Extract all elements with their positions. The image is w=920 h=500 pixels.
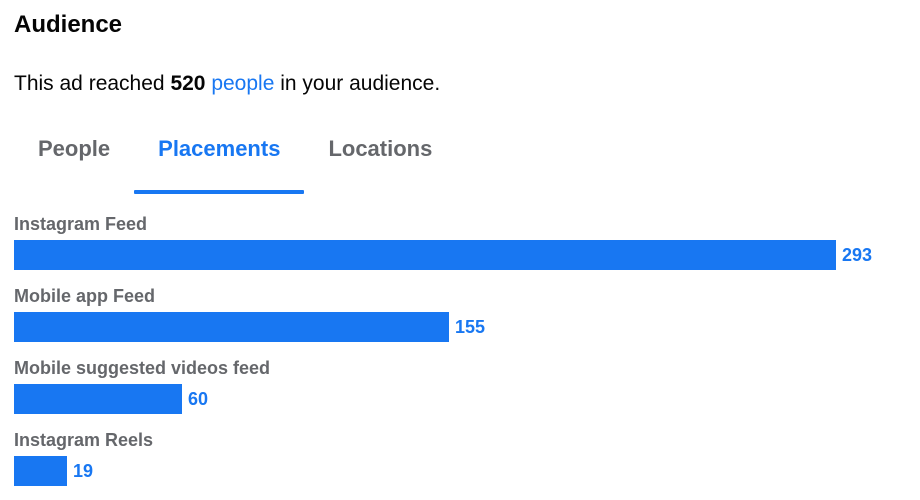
placement-row: Instagram Feed 293 — [14, 212, 904, 284]
placement-row: Instagram Reels 19 — [14, 428, 904, 500]
summary-suffix: in your audience. — [280, 72, 441, 95]
tab-label: Placements — [158, 136, 281, 161]
tab-placements[interactable]: Placements — [134, 122, 305, 196]
placement-value: 19 — [73, 460, 94, 481]
placement-bar — [14, 312, 449, 342]
placement-value: 60 — [188, 388, 209, 409]
placement-bar — [14, 384, 182, 414]
placement-label: Mobile suggested videos feed — [14, 358, 271, 378]
placement-value: 293 — [842, 244, 873, 265]
placements-bar-chart: Instagram Feed 293 Mobile app Feed 155 Mobil… — [14, 212, 904, 500]
tab-people[interactable]: People — [14, 122, 134, 196]
placement-label: Mobile app Feed — [14, 286, 156, 306]
active-tab-indicator — [134, 190, 305, 194]
page-title: Audience — [14, 11, 123, 38]
audience-tabs: People Placements Locations — [14, 122, 456, 196]
summary-prefix: This ad reached — [14, 72, 165, 95]
tab-label: Locations — [328, 136, 433, 161]
placement-row: Mobile app Feed 155 — [14, 284, 904, 356]
placement-label: Instagram Reels — [14, 430, 154, 450]
placement-bar-track: 155 — [14, 312, 485, 342]
placement-bar-track: 19 — [14, 456, 93, 486]
placement-bar — [14, 456, 67, 486]
placement-value: 155 — [455, 316, 486, 337]
placement-bar — [14, 240, 836, 270]
people-link[interactable]: people — [211, 72, 275, 95]
placement-bar-track: 60 — [14, 384, 208, 414]
placement-row: Mobile suggested videos feed 60 — [14, 356, 904, 428]
reach-count: 520 — [170, 72, 206, 95]
tab-locations[interactable]: Locations — [304, 122, 456, 196]
tab-label: People — [38, 136, 111, 161]
placement-label: Instagram Feed — [14, 214, 148, 234]
reach-summary: This ad reached 520 people in your audie… — [14, 70, 440, 98]
placement-bar-track: 293 — [14, 240, 872, 270]
